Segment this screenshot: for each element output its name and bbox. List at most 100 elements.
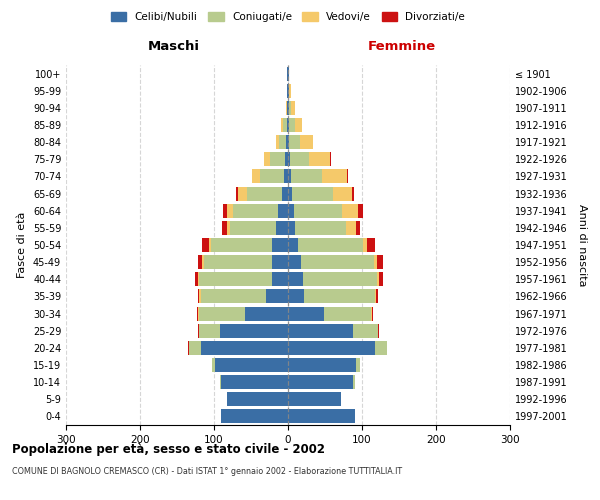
Bar: [371, 306, 373, 320]
Bar: [288, 66, 289, 80]
Bar: [288, 84, 289, 98]
Bar: [199, 290, 200, 304]
Text: Femmine: Femmine: [368, 40, 436, 52]
Bar: [288, 135, 289, 149]
Bar: [288, 341, 376, 355]
Bar: [199, 306, 245, 320]
Bar: [202, 255, 203, 269]
Bar: [291, 170, 322, 183]
Text: Maschi: Maschi: [148, 40, 200, 52]
Bar: [333, 186, 352, 200]
Legend: Celibi/Nubili, Coniugati/e, Vedovi/e, Divorziati/e: Celibi/Nubili, Coniugati/e, Vedovi/e, Di…: [107, 8, 469, 26]
Bar: [227, 204, 233, 218]
Bar: [378, 324, 379, 338]
Bar: [323, 306, 371, 320]
Bar: [289, 118, 295, 132]
Bar: [199, 272, 272, 286]
Bar: [294, 204, 342, 218]
Bar: [291, 101, 295, 115]
Bar: [220, 375, 221, 389]
Bar: [364, 238, 367, 252]
Bar: [283, 118, 287, 132]
Bar: [281, 118, 283, 132]
Bar: [220, 324, 288, 338]
Bar: [374, 255, 377, 269]
Bar: [295, 118, 302, 132]
Bar: [303, 272, 377, 286]
Bar: [288, 272, 303, 286]
Bar: [330, 152, 331, 166]
Bar: [272, 272, 288, 286]
Bar: [288, 238, 298, 252]
Bar: [198, 290, 199, 304]
Bar: [282, 186, 288, 200]
Bar: [288, 375, 353, 389]
Bar: [304, 290, 374, 304]
Bar: [288, 255, 301, 269]
Bar: [278, 204, 288, 218]
Bar: [289, 135, 300, 149]
Bar: [285, 152, 288, 166]
Bar: [367, 238, 374, 252]
Bar: [288, 170, 291, 183]
Bar: [253, 170, 260, 183]
Bar: [352, 186, 354, 200]
Bar: [270, 152, 285, 166]
Bar: [288, 152, 290, 166]
Bar: [212, 358, 215, 372]
Bar: [288, 186, 292, 200]
Bar: [287, 66, 288, 80]
Bar: [288, 324, 353, 338]
Bar: [347, 170, 348, 183]
Bar: [322, 170, 347, 183]
Bar: [188, 341, 189, 355]
Bar: [238, 186, 247, 200]
Bar: [276, 135, 279, 149]
Bar: [377, 272, 379, 286]
Bar: [353, 375, 355, 389]
Bar: [222, 221, 227, 235]
Bar: [200, 290, 266, 304]
Bar: [203, 255, 272, 269]
Bar: [260, 170, 284, 183]
Bar: [276, 221, 288, 235]
Bar: [287, 118, 288, 132]
Bar: [286, 101, 287, 115]
Bar: [223, 204, 227, 218]
Bar: [287, 101, 288, 115]
Bar: [288, 204, 294, 218]
Text: Popolazione per età, sesso e stato civile - 2002: Popolazione per età, sesso e stato civil…: [12, 442, 325, 456]
Bar: [287, 84, 288, 98]
Bar: [266, 290, 288, 304]
Bar: [377, 255, 383, 269]
Bar: [374, 290, 376, 304]
Bar: [288, 358, 356, 372]
Bar: [379, 272, 383, 286]
Y-axis label: Anni di nascita: Anni di nascita: [577, 204, 587, 286]
Bar: [247, 186, 282, 200]
Bar: [189, 341, 200, 355]
Bar: [300, 135, 313, 149]
Bar: [290, 152, 310, 166]
Bar: [286, 135, 288, 149]
Bar: [199, 255, 202, 269]
Bar: [288, 221, 295, 235]
Bar: [272, 255, 288, 269]
Bar: [288, 306, 323, 320]
Y-axis label: Fasce di età: Fasce di età: [17, 212, 27, 278]
Bar: [284, 170, 288, 183]
Bar: [288, 118, 289, 132]
Bar: [289, 84, 291, 98]
Bar: [245, 306, 288, 320]
Bar: [209, 238, 211, 252]
Bar: [215, 358, 288, 372]
Bar: [221, 410, 288, 424]
Bar: [252, 170, 253, 183]
Bar: [358, 204, 363, 218]
Bar: [279, 135, 286, 149]
Bar: [289, 101, 291, 115]
Bar: [227, 221, 230, 235]
Bar: [195, 272, 198, 286]
Bar: [301, 255, 374, 269]
Bar: [376, 341, 387, 355]
